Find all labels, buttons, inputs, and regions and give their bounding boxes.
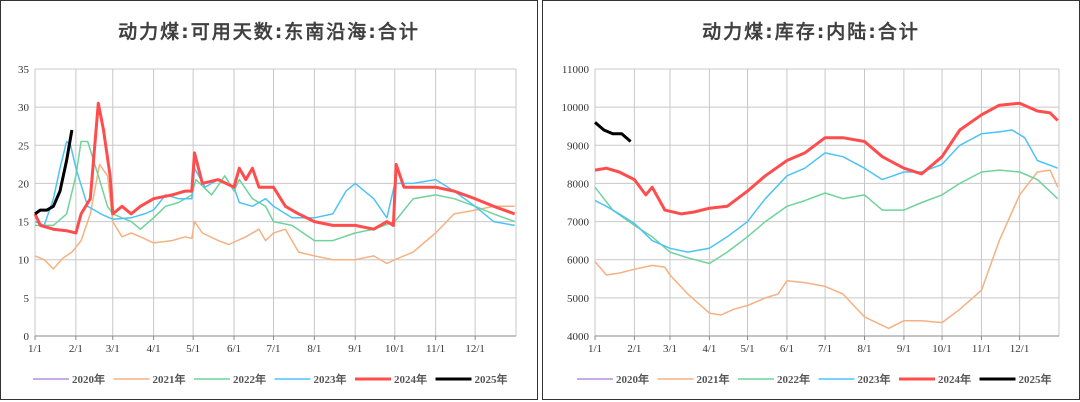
y-tick-label: 9000 xyxy=(567,140,590,152)
x-tick-label: 2/1 xyxy=(69,343,83,355)
chart-svg: 4000 5000 6000 7000 8000 9000 10000 11000 1/1 2/1… xyxy=(562,64,1060,386)
x-tick-label: 10/1 xyxy=(932,343,952,355)
series-line-2025 xyxy=(34,129,74,216)
y-tick-label: 8000 xyxy=(567,178,590,190)
y-tick-label: 5 xyxy=(24,293,30,305)
series-line-2022 xyxy=(594,169,1059,265)
x-tick-label: 12/1 xyxy=(465,343,485,355)
legend-label: 2023年 xyxy=(314,372,347,386)
x-tick-label: 4/1 xyxy=(702,343,716,355)
x-tick-label: 5/1 xyxy=(741,343,755,355)
x-tick-label: 8/1 xyxy=(307,343,321,355)
y-tick-label: 15 xyxy=(18,217,30,229)
x-tick-label: 11/1 xyxy=(426,343,445,355)
chart-panel-coastal-days: 动力煤:可用天数:东南沿海:合计 0 5 10 15 20 25 30 35 1/1 2/1 3/1… xyxy=(0,0,538,400)
y-tick-label: 30 xyxy=(18,102,30,114)
x-tick-label: 1/1 xyxy=(28,343,42,355)
series-line-2024 xyxy=(594,101,1059,216)
legend-label: 2024年 xyxy=(938,372,971,386)
series-line-2024 xyxy=(33,101,516,235)
chart-svg: 0 5 10 15 20 25 30 35 1/1 2/1 3/1 4/1 5/1 6/1 7/1 8/1 9/… xyxy=(18,64,517,386)
legend-label: 2024年 xyxy=(394,372,427,386)
legend-label: 2025年 xyxy=(1019,372,1052,386)
x-tick-label: 6/1 xyxy=(227,343,241,355)
x-tick-label: 7/1 xyxy=(818,343,832,355)
x-tick-label: 3/1 xyxy=(663,343,677,355)
legend-label: 2021年 xyxy=(153,372,186,386)
chart-panel-inland-stock: 动力煤:库存:内陆:合计 4000 5000 6000 7000 8000 9000 100… xyxy=(542,0,1080,400)
x-tick-label: 8/1 xyxy=(857,343,871,355)
x-tick-label: 12/1 xyxy=(1010,343,1030,355)
x-tick-label: 4/1 xyxy=(147,343,161,355)
x-tick-label: 1/1 xyxy=(588,343,602,355)
legend-label: 2021年 xyxy=(697,372,730,386)
y-tick-label: 5000 xyxy=(567,293,590,305)
series-line-2022 xyxy=(35,140,515,242)
y-tick-label: 20 xyxy=(18,178,30,190)
y-tick-label: 25 xyxy=(18,140,30,152)
y-tick-label: 6000 xyxy=(567,255,590,267)
x-tick-label: 7/1 xyxy=(266,343,280,355)
x-tick-label: 9/1 xyxy=(897,343,911,355)
x-tick-label: 2/1 xyxy=(627,343,641,355)
series-line-2021 xyxy=(594,169,1059,330)
legend-label: 2022年 xyxy=(777,372,810,386)
chart-title: 动力煤:库存:内陆:合计 xyxy=(702,21,920,43)
legend-label: 2023年 xyxy=(858,372,891,386)
chart-title: 动力煤:可用天数:东南沿海:合计 xyxy=(118,21,420,43)
legend-label: 2020年 xyxy=(616,372,649,386)
y-tick-label: 0 xyxy=(24,331,30,343)
y-tick-label: 11000 xyxy=(562,64,590,76)
y-tick-label: 4000 xyxy=(567,331,590,343)
series-line-2025 xyxy=(594,121,632,143)
x-tick-label: 6/1 xyxy=(780,343,794,355)
y-tick-label: 10000 xyxy=(562,102,590,114)
legend-label: 2022年 xyxy=(233,372,266,386)
x-tick-label: 10/1 xyxy=(385,343,405,355)
series-line-2023 xyxy=(594,129,1058,253)
legend-label: 2025年 xyxy=(475,372,508,386)
x-tick-label: 11/1 xyxy=(972,343,991,355)
x-tick-label: 5/1 xyxy=(186,343,200,355)
y-tick-label: 10 xyxy=(18,255,30,267)
y-tick-label: 7000 xyxy=(567,217,590,229)
x-tick-label: 9/1 xyxy=(348,343,362,355)
x-tick-label: 3/1 xyxy=(106,343,120,355)
y-tick-label: 35 xyxy=(18,64,30,76)
series-line-2021 xyxy=(34,163,515,270)
legend-label: 2020年 xyxy=(72,372,105,386)
